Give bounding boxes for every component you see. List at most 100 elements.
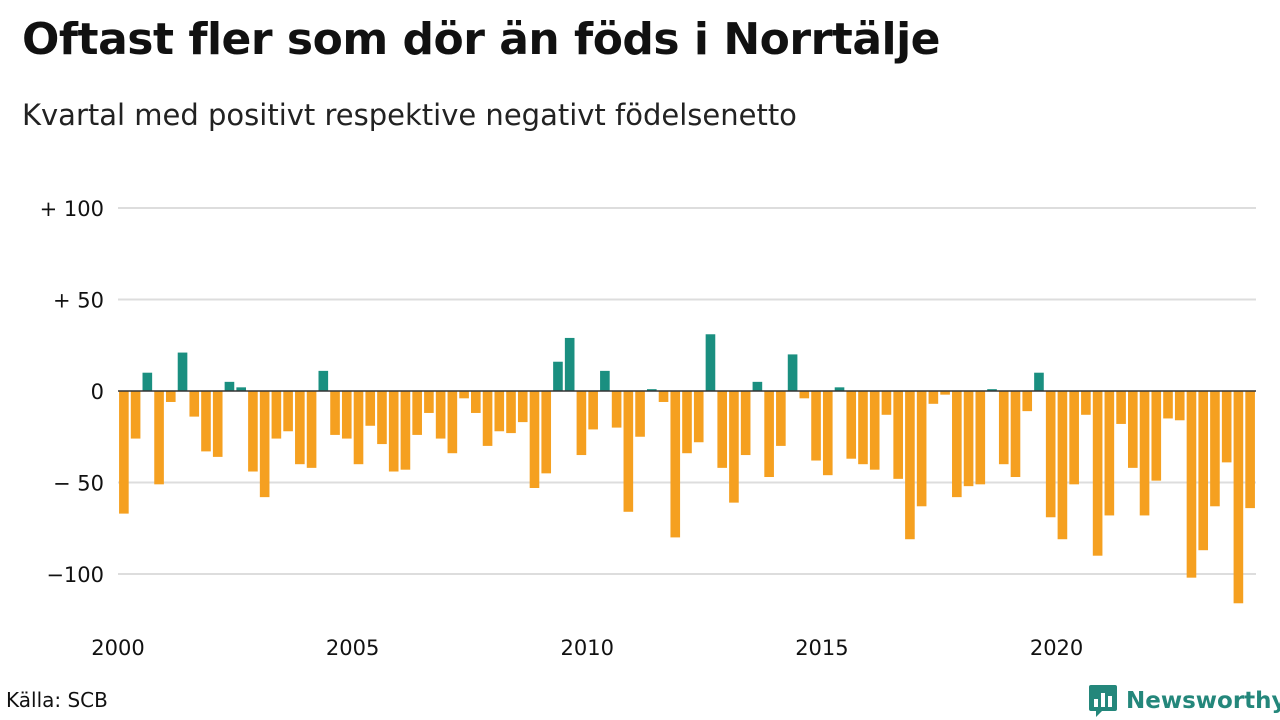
bar bbox=[881, 391, 892, 415]
bar bbox=[248, 391, 258, 472]
bar bbox=[189, 391, 200, 417]
bar bbox=[377, 391, 387, 445]
bar bbox=[306, 391, 317, 468]
bar bbox=[717, 391, 728, 468]
newsworthy-chart-icon bbox=[1089, 685, 1117, 717]
bar bbox=[365, 391, 376, 426]
bar bbox=[177, 352, 188, 391]
bar bbox=[1022, 391, 1033, 412]
bar bbox=[799, 391, 810, 399]
bar-chart: + 100 + 50 0 − 50 −100 2000 2005 2010 2015 2020 bbox=[40, 197, 1256, 660]
bar bbox=[576, 391, 587, 456]
bar bbox=[1210, 391, 1220, 507]
x-tick-label: 2020 bbox=[1030, 636, 1083, 660]
bar bbox=[623, 391, 634, 512]
chart-title: Oftast fler som dör än föds i Norrtälje bbox=[22, 14, 941, 65]
bar bbox=[1128, 391, 1138, 468]
bar bbox=[119, 391, 129, 514]
bar bbox=[869, 391, 880, 470]
bar bbox=[1081, 391, 1091, 415]
chart-subtitle: Kvartal med positivt respektive negativt… bbox=[22, 98, 797, 132]
bar bbox=[740, 391, 751, 456]
bar bbox=[987, 389, 997, 391]
bar bbox=[1151, 391, 1162, 481]
bar bbox=[1233, 391, 1244, 604]
bar bbox=[388, 391, 399, 472]
bar bbox=[1139, 391, 1150, 516]
bar bbox=[928, 391, 939, 404]
bar bbox=[1221, 391, 1232, 463]
bar bbox=[1069, 391, 1079, 485]
bar bbox=[834, 387, 845, 391]
bar bbox=[975, 391, 986, 485]
x-tick-label: 2015 bbox=[795, 636, 848, 660]
bar bbox=[529, 391, 540, 488]
bar bbox=[1034, 372, 1044, 391]
y-tick-label: − 50 bbox=[53, 472, 104, 496]
bar bbox=[471, 391, 481, 413]
bar bbox=[952, 391, 962, 498]
bar bbox=[435, 391, 446, 439]
bar bbox=[400, 391, 411, 470]
bar bbox=[236, 387, 246, 391]
x-axis-labels: 2000 2005 2010 2015 2020 bbox=[91, 636, 1083, 660]
bars bbox=[119, 334, 1255, 604]
bar bbox=[564, 337, 575, 391]
bar bbox=[1010, 391, 1021, 478]
bar bbox=[1057, 391, 1068, 540]
bar bbox=[1186, 391, 1197, 578]
bar bbox=[787, 354, 798, 391]
bar bbox=[212, 391, 223, 457]
bar bbox=[858, 391, 868, 465]
bar bbox=[846, 391, 857, 459]
bar bbox=[541, 391, 552, 474]
bar bbox=[811, 391, 821, 461]
bar bbox=[588, 391, 598, 430]
bar bbox=[1245, 391, 1255, 509]
bar bbox=[353, 391, 364, 465]
bar bbox=[517, 391, 528, 423]
bar bbox=[611, 391, 622, 428]
bar bbox=[271, 391, 282, 439]
bar bbox=[705, 334, 716, 391]
bar bbox=[424, 391, 434, 413]
bar bbox=[165, 391, 176, 402]
bar bbox=[482, 391, 493, 446]
bar bbox=[646, 389, 657, 391]
bar bbox=[1104, 391, 1115, 516]
bar bbox=[295, 391, 305, 465]
bar bbox=[682, 391, 692, 454]
bar bbox=[752, 381, 763, 391]
bar bbox=[963, 391, 974, 487]
bar bbox=[412, 391, 422, 435]
bar bbox=[459, 391, 469, 399]
bar bbox=[670, 391, 681, 538]
x-tick-label: 2010 bbox=[561, 636, 614, 660]
bar bbox=[341, 391, 352, 439]
bar bbox=[893, 391, 903, 479]
bar bbox=[916, 391, 927, 507]
bar bbox=[658, 391, 669, 402]
bar bbox=[1163, 391, 1173, 419]
bar bbox=[600, 370, 610, 391]
bar bbox=[940, 391, 950, 395]
bar bbox=[998, 391, 1009, 465]
bar bbox=[283, 391, 293, 432]
y-axis-labels: + 100 + 50 0 − 50 −100 bbox=[40, 197, 104, 587]
bar bbox=[201, 391, 211, 452]
y-tick-label: −100 bbox=[46, 563, 104, 587]
bar bbox=[130, 391, 141, 439]
bar bbox=[142, 372, 153, 391]
x-tick-label: 2000 bbox=[91, 636, 144, 660]
newsworthy-logo: Newsworthy bbox=[1088, 683, 1280, 719]
bar bbox=[635, 391, 645, 437]
bar bbox=[259, 391, 270, 498]
bar bbox=[1116, 391, 1126, 424]
bar bbox=[330, 391, 340, 435]
bar bbox=[693, 391, 704, 443]
bar bbox=[729, 391, 739, 503]
bar bbox=[1092, 391, 1103, 556]
bar bbox=[905, 391, 915, 540]
bar bbox=[1198, 391, 1209, 551]
y-tick-label: 0 bbox=[91, 380, 104, 404]
